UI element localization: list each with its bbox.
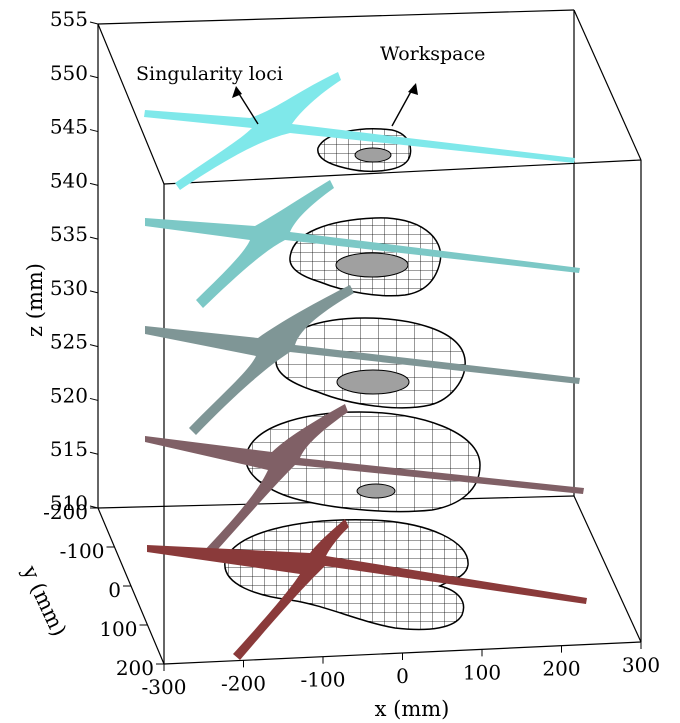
y-tick-label: -100	[60, 539, 105, 563]
y-tick-label: -200	[43, 500, 88, 524]
x-tick-label: 300	[622, 653, 660, 677]
workspace-region-5	[224, 519, 469, 631]
z-tick-mark	[89, 397, 99, 401]
z-tick-mark	[89, 290, 99, 294]
z-tick-mark	[89, 129, 99, 133]
z-tick-mark	[89, 21, 99, 25]
workspace-core-2	[335, 252, 409, 278]
workspace-region-3	[275, 317, 466, 409]
x-tick-label: -200	[221, 671, 266, 695]
z-tick-label: 555	[50, 7, 88, 31]
z-axis: 510 515 520 525 530 535 540 545 550 555 z (mm)	[23, 7, 99, 515]
singularity-locus-1	[144, 72, 575, 190]
y-tick-label: 100	[99, 617, 137, 641]
z-axis-label: z (mm)	[23, 263, 47, 337]
z-tick-label: 540	[50, 168, 88, 192]
slice-2	[145, 180, 580, 308]
y-tick-label: 0	[108, 578, 121, 602]
slice-4	[145, 404, 584, 558]
z-tick-label: 545	[50, 115, 88, 139]
z-tick-mark	[89, 344, 99, 348]
workspace-core-1	[354, 147, 392, 163]
slice-5	[147, 519, 587, 660]
x-axis-label: x (mm)	[375, 697, 450, 721]
z-tick-mark	[89, 451, 99, 455]
singularity-locus-4	[145, 404, 584, 558]
slice-3	[145, 285, 580, 435]
z-tick-mark	[89, 182, 99, 186]
x-tick-label: 100	[463, 660, 501, 684]
annotation-arrows	[232, 83, 418, 127]
z-tick-label: 515	[50, 437, 88, 461]
singularity-locus-3	[145, 285, 580, 435]
x-axis: -300 -200 -100 0 100 200 300 x (mm)	[142, 642, 660, 721]
z-tick-label: 530	[50, 276, 88, 300]
z-tick-label: 520	[50, 383, 88, 407]
x-tick-label: 0	[396, 664, 409, 688]
slice-1	[144, 72, 575, 190]
z-tick-label: 510	[50, 491, 88, 515]
workspace-core-4	[356, 483, 396, 499]
x-tick-label: -100	[301, 668, 346, 692]
y-axis-label: y (mm)	[17, 561, 71, 640]
workspace-core-3	[336, 369, 410, 395]
z-tick-label: 535	[50, 222, 88, 246]
annotation-workspace: Workspace	[380, 43, 485, 65]
z-tick-label: 525	[50, 330, 88, 354]
z-tick-mark	[89, 236, 99, 240]
y-tick-label: 200	[116, 656, 154, 680]
singularity-locus-2	[145, 180, 580, 308]
x-tick-label: -300	[142, 675, 187, 699]
annotation-singularity-loci: Singularity loci	[136, 63, 283, 85]
x-tick-label: 200	[542, 657, 580, 681]
singularity-locus-5	[147, 519, 587, 660]
z-tick-label: 550	[50, 61, 88, 85]
z-tick-mark	[89, 75, 99, 79]
